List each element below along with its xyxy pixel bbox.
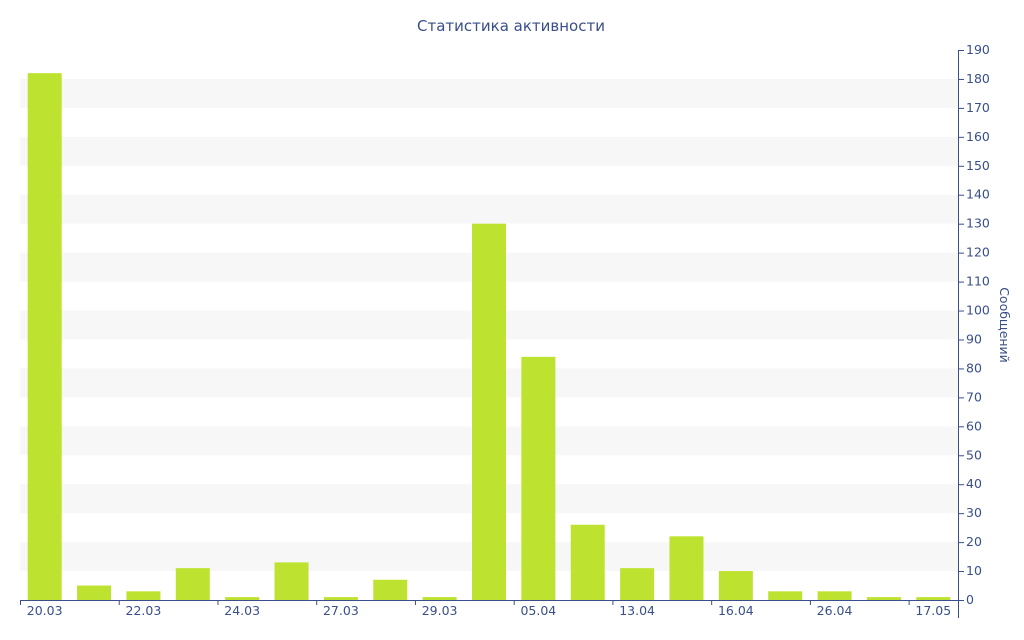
y-tick-label: 170: [966, 100, 990, 115]
y-tick-label: 150: [966, 158, 990, 173]
y-tick-label: 180: [966, 71, 990, 86]
y-tick-label: 10: [966, 563, 982, 578]
grid-band: [20, 78, 958, 108]
y-tick-label: 50: [966, 447, 982, 462]
x-axis: 20.03 22.03 24.03 27.03 29.03 05.04 13.04 16.04…: [20, 600, 958, 618]
x-tick-label: 27.03: [323, 603, 359, 618]
y-tick-label: 160: [966, 129, 990, 144]
bar: [422, 597, 457, 600]
bar: [521, 356, 556, 600]
bar: [768, 591, 803, 600]
y-tick-label: 90: [966, 331, 982, 346]
y-tick-label: 40: [966, 476, 982, 491]
bar: [718, 571, 753, 600]
bar: [866, 597, 901, 600]
y-tick-label: 130: [966, 216, 990, 231]
y-tick-label: 0: [966, 592, 974, 607]
bar: [669, 536, 704, 600]
bar: [175, 568, 210, 600]
x-tick-label: 16.04: [718, 603, 754, 618]
y-tick-label: 70: [966, 389, 982, 404]
x-tick-label: 26.04: [817, 603, 853, 618]
bar: [472, 223, 506, 600]
x-tick-label: 05.04: [520, 603, 556, 618]
y-axis-label: Сообщений: [997, 287, 1012, 363]
bar: [126, 591, 161, 600]
bar-series: [27, 73, 951, 600]
bar: [916, 597, 951, 600]
y-tick-label: 60: [966, 418, 982, 433]
y-tick-label: 110: [966, 274, 990, 289]
chart-title: Статистика активности: [417, 17, 605, 35]
bar: [27, 73, 62, 600]
x-tick-label: 22.03: [126, 603, 162, 618]
bar: [323, 597, 358, 600]
y-tick-label: 140: [966, 187, 990, 202]
bar: [620, 568, 655, 600]
bar: [570, 524, 605, 600]
bar: [274, 562, 309, 600]
y-tick-label: 190: [966, 42, 990, 57]
grid-band: [20, 136, 958, 166]
y-axis: 0 10 20 30 40 50 60 70 80 90 100 110 120 130 140 150 160…: [958, 42, 990, 618]
x-tick-label: 17.05: [915, 603, 951, 618]
bar: [817, 591, 852, 600]
grid-band: [20, 194, 958, 224]
x-tick-label: 20.03: [27, 603, 63, 618]
x-tick-label: 24.03: [224, 603, 260, 618]
y-tick-label: 20: [966, 534, 982, 549]
y-tick-label: 80: [966, 360, 982, 375]
bar: [77, 585, 112, 600]
y-tick-label: 120: [966, 245, 990, 260]
y-tick-label: 100: [966, 303, 990, 318]
bar: [225, 597, 260, 600]
bar: [373, 579, 408, 600]
x-tick-label: 13.04: [619, 603, 655, 618]
y-tick-label: 30: [966, 505, 982, 520]
x-tick-label: 29.03: [422, 603, 458, 618]
